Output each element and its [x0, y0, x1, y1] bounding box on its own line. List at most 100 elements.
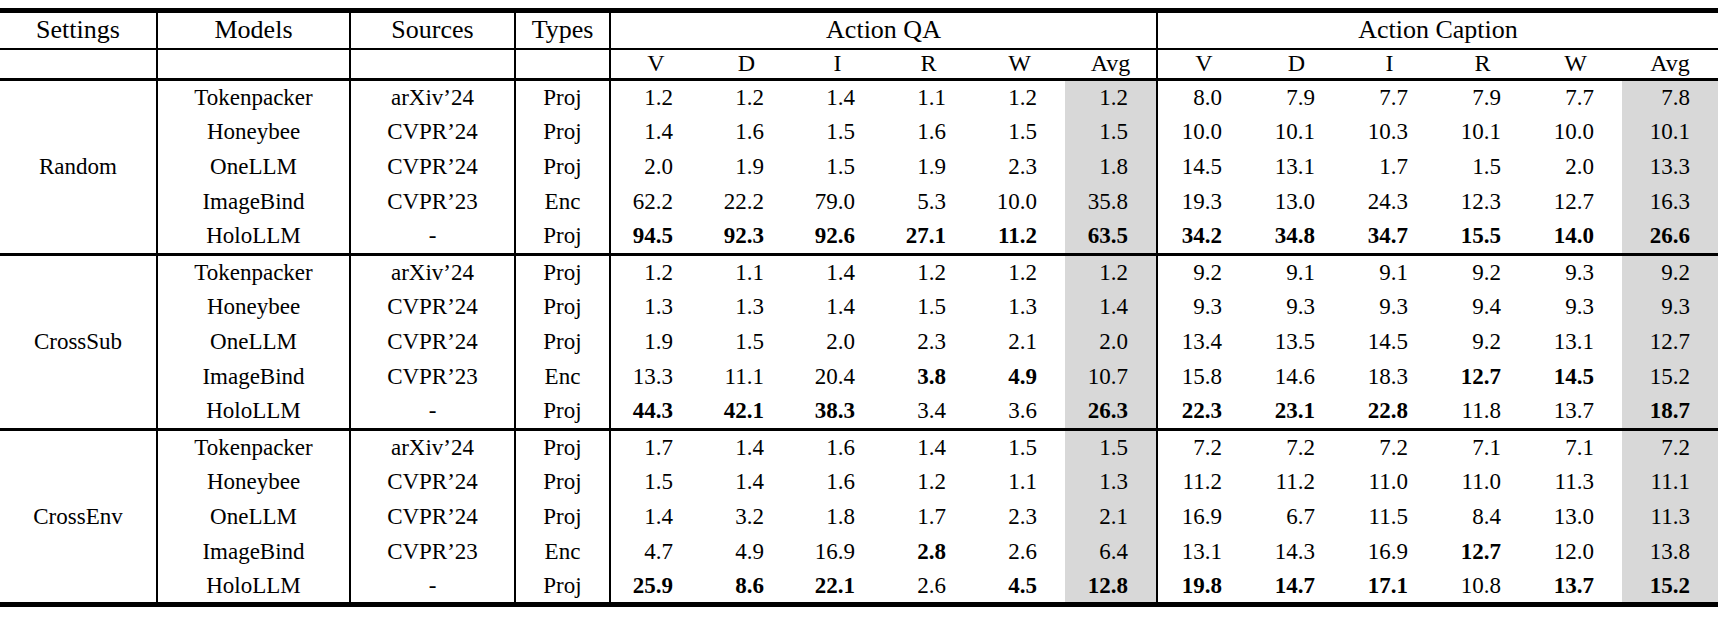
source-cell: CVPR’23 [350, 185, 515, 220]
type-cell: Proj [515, 325, 610, 360]
caption-v-cell: 19.3 [1157, 185, 1250, 220]
qa-v-cell: 25.9 [610, 570, 701, 605]
qa-avg-cell: 1.4 [1065, 290, 1157, 325]
caption-r-cell: 11.0 [1436, 465, 1529, 500]
qa-w-cell: 1.2 [974, 255, 1065, 290]
caption-i-cell: 24.3 [1343, 185, 1436, 220]
caption-v-cell: 22.3 [1157, 395, 1250, 430]
caption-v-cell: 7.2 [1157, 430, 1250, 465]
source-cell: - [350, 395, 515, 430]
qa-v-cell: 94.5 [610, 220, 701, 255]
caption-r-cell: 12.7 [1436, 535, 1529, 570]
caption-d-cell: 13.1 [1250, 150, 1343, 185]
qa-v-cell: 62.2 [610, 185, 701, 220]
caption-v-cell: 8.0 [1157, 80, 1250, 115]
source-cell: CVPR’24 [350, 290, 515, 325]
caption-avg-cell: 9.2 [1622, 255, 1718, 290]
source-cell: CVPR’24 [350, 150, 515, 185]
table-row: OneLLMCVPR’24Proj1.43.21.81.72.32.116.96… [0, 500, 1718, 535]
col-header-models: Models [157, 11, 350, 49]
caption-r-cell: 12.7 [1436, 360, 1529, 395]
header-spacer-settings [0, 49, 157, 80]
caption-v-cell: 19.8 [1157, 570, 1250, 605]
caption-w-cell: 13.1 [1529, 325, 1622, 360]
caption-col-header-i: I [1343, 49, 1436, 80]
caption-d-cell: 7.9 [1250, 80, 1343, 115]
caption-d-cell: 7.2 [1250, 430, 1343, 465]
qa-d-cell: 4.9 [701, 535, 792, 570]
source-cell: CVPR’24 [350, 325, 515, 360]
caption-w-cell: 12.7 [1529, 185, 1622, 220]
caption-v-cell: 10.0 [1157, 115, 1250, 150]
caption-w-cell: 9.3 [1529, 255, 1622, 290]
qa-i-cell: 16.9 [792, 535, 883, 570]
qa-w-cell: 4.9 [974, 360, 1065, 395]
qa-i-cell: 1.8 [792, 500, 883, 535]
qa-v-cell: 13.3 [610, 360, 701, 395]
qa-d-cell: 1.6 [701, 115, 792, 150]
qa-d-cell: 42.1 [701, 395, 792, 430]
qa-v-cell: 4.7 [610, 535, 701, 570]
caption-r-cell: 7.1 [1436, 430, 1529, 465]
caption-avg-cell: 11.3 [1622, 500, 1718, 535]
qa-avg-cell: 63.5 [1065, 220, 1157, 255]
qa-w-cell: 2.6 [974, 535, 1065, 570]
header-row-groups: Settings Models Sources Types Action QA … [0, 11, 1718, 49]
type-cell: Proj [515, 465, 610, 500]
table-row: ImageBindCVPR’23Enc13.311.120.43.84.910.… [0, 360, 1718, 395]
qa-v-cell: 44.3 [610, 395, 701, 430]
caption-r-cell: 11.8 [1436, 395, 1529, 430]
qa-w-cell: 11.2 [974, 220, 1065, 255]
caption-i-cell: 17.1 [1343, 570, 1436, 605]
qa-col-header-i: I [792, 49, 883, 80]
qa-avg-cell: 1.2 [1065, 80, 1157, 115]
qa-r-cell: 1.5 [883, 290, 974, 325]
col-header-sources: Sources [350, 11, 515, 49]
qa-col-header-r: R [883, 49, 974, 80]
table-row: HoloLLM-Proj94.592.392.627.111.263.534.2… [0, 220, 1718, 255]
type-cell: Enc [515, 185, 610, 220]
model-cell: HoloLLM [157, 570, 350, 605]
caption-w-cell: 14.5 [1529, 360, 1622, 395]
caption-i-cell: 9.1 [1343, 255, 1436, 290]
caption-avg-cell: 26.6 [1622, 220, 1718, 255]
caption-r-cell: 10.1 [1436, 115, 1529, 150]
caption-i-cell: 11.0 [1343, 465, 1436, 500]
qa-v-cell: 1.4 [610, 500, 701, 535]
source-cell: arXiv’24 [350, 255, 515, 290]
caption-w-cell: 10.0 [1529, 115, 1622, 150]
caption-r-cell: 10.8 [1436, 570, 1529, 605]
table-row: ImageBindCVPR’23Enc4.74.916.92.82.66.413… [0, 535, 1718, 570]
qa-d-cell: 8.6 [701, 570, 792, 605]
qa-r-cell: 1.9 [883, 150, 974, 185]
source-cell: CVPR’24 [350, 465, 515, 500]
caption-i-cell: 14.5 [1343, 325, 1436, 360]
qa-i-cell: 1.6 [792, 465, 883, 500]
qa-d-cell: 3.2 [701, 500, 792, 535]
caption-w-cell: 13.7 [1529, 395, 1622, 430]
qa-col-header-w: W [974, 49, 1065, 80]
col-group-action-caption: Action Caption [1157, 11, 1718, 49]
qa-v-cell: 2.0 [610, 150, 701, 185]
qa-v-cell: 1.9 [610, 325, 701, 360]
model-cell: HoloLLM [157, 220, 350, 255]
caption-r-cell: 1.5 [1436, 150, 1529, 185]
qa-r-cell: 1.2 [883, 465, 974, 500]
qa-i-cell: 1.4 [792, 255, 883, 290]
qa-v-cell: 1.2 [610, 255, 701, 290]
qa-avg-cell: 1.5 [1065, 115, 1157, 150]
qa-avg-cell: 35.8 [1065, 185, 1157, 220]
caption-v-cell: 15.8 [1157, 360, 1250, 395]
caption-d-cell: 13.5 [1250, 325, 1343, 360]
qa-v-cell: 1.5 [610, 465, 701, 500]
type-cell: Proj [515, 80, 610, 115]
qa-w-cell: 2.1 [974, 325, 1065, 360]
caption-d-cell: 6.7 [1250, 500, 1343, 535]
source-cell: arXiv’24 [350, 80, 515, 115]
qa-w-cell: 1.1 [974, 465, 1065, 500]
table-row: OneLLMCVPR’24Proj1.91.52.02.32.12.013.41… [0, 325, 1718, 360]
qa-w-cell: 4.5 [974, 570, 1065, 605]
col-header-types: Types [515, 11, 610, 49]
qa-d-cell: 1.1 [701, 255, 792, 290]
qa-i-cell: 1.5 [792, 115, 883, 150]
